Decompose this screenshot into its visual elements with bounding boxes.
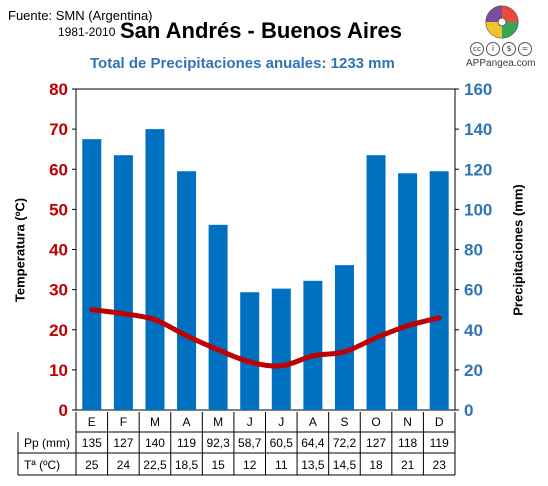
table-temp-value: 22,5 bbox=[143, 458, 167, 472]
x-tick-label: E bbox=[88, 415, 96, 429]
cc-license-icon: cc bbox=[470, 42, 484, 56]
table-temp-value: 24 bbox=[117, 458, 131, 472]
table-temp-value: 15 bbox=[211, 458, 225, 472]
noncommercial-icon: $ bbox=[502, 42, 516, 56]
y-left-tick-label: 70 bbox=[49, 120, 68, 139]
table-temp-value: 18 bbox=[369, 458, 383, 472]
license-badges: cc i $ = bbox=[470, 42, 532, 56]
y-left-tick-label: 0 bbox=[59, 401, 68, 420]
precipitation-bar bbox=[82, 139, 102, 410]
x-tick-label: M bbox=[213, 415, 223, 429]
y-right-tick-label: 0 bbox=[464, 401, 473, 420]
y-left-tick-label: 60 bbox=[49, 160, 68, 179]
table-temp-value: 23 bbox=[433, 458, 447, 472]
y-left-tick-label: 80 bbox=[49, 80, 68, 99]
site-name: APPangea.com bbox=[466, 58, 536, 69]
precipitation-bar bbox=[177, 171, 197, 410]
table-pp-value: 127 bbox=[366, 436, 386, 450]
x-tick-label: O bbox=[371, 415, 380, 429]
x-tick-label: J bbox=[278, 415, 284, 429]
y-left-tick-label: 10 bbox=[49, 361, 68, 380]
table-pp-value: 72,2 bbox=[333, 436, 357, 450]
precipitation-bar bbox=[208, 224, 228, 410]
table-pp-value: 119 bbox=[177, 436, 196, 450]
table-pp-value: 127 bbox=[113, 436, 133, 450]
table-temp-row-label: Tª (ºC) bbox=[24, 458, 60, 472]
precipitation-bar bbox=[366, 155, 386, 410]
table-temp-value: 13,5 bbox=[301, 458, 325, 472]
precipitation-bar bbox=[398, 173, 418, 410]
chart-title: San Andrés - Buenos Aires bbox=[120, 18, 402, 43]
noderivatives-icon: = bbox=[518, 42, 532, 56]
y-right-tick-label: 40 bbox=[464, 321, 483, 340]
y-left-tick-label: 20 bbox=[49, 321, 68, 340]
table-pp-value: 58,7 bbox=[238, 436, 262, 450]
temperature-line bbox=[89, 307, 442, 369]
x-tick-label: F bbox=[120, 415, 127, 429]
table-temp-value: 25 bbox=[85, 458, 99, 472]
puzzle-logo-icon bbox=[485, 5, 519, 39]
table-temp-value: 11 bbox=[275, 458, 288, 472]
table-pp-value: 92,3 bbox=[206, 436, 230, 450]
table-pp-value: 135 bbox=[82, 436, 102, 450]
y-right-tick-label: 120 bbox=[464, 160, 492, 179]
table-pp-value: 60,5 bbox=[270, 436, 294, 450]
table-pp-row-label: Pp (mm) bbox=[24, 436, 70, 450]
y-right-tick-label: 20 bbox=[464, 361, 483, 380]
precipitation-bar bbox=[271, 288, 291, 410]
source-label: Fuente: SMN (Argentina) bbox=[8, 8, 153, 23]
y-right-tick-label: 60 bbox=[464, 281, 483, 300]
precipitation-bar bbox=[240, 292, 260, 410]
table-pp-value: 64,4 bbox=[301, 436, 325, 450]
table-temp-value: 14,5 bbox=[333, 458, 357, 472]
y-left-tick-label: 50 bbox=[49, 200, 68, 219]
x-tick-label: D bbox=[435, 415, 444, 429]
period-label: 1981-2010 bbox=[58, 25, 116, 39]
y-right-tick-label: 140 bbox=[464, 120, 492, 139]
table-temp-value: 12 bbox=[243, 458, 257, 472]
y-right-tick-label: 100 bbox=[464, 200, 492, 219]
table-pp-value: 140 bbox=[145, 436, 165, 450]
y-left-tick-label: 40 bbox=[49, 241, 68, 260]
x-tick-label: S bbox=[340, 415, 348, 429]
table-temp-value: 18,5 bbox=[175, 458, 199, 472]
y-right-tick-label: 80 bbox=[464, 241, 483, 260]
x-tick-label: A bbox=[309, 415, 317, 429]
x-tick-label: M bbox=[150, 415, 160, 429]
x-tick-label: A bbox=[183, 415, 191, 429]
chart-subtitle: Total de Precipitaciones anuales: 1233 m… bbox=[90, 55, 395, 72]
precipitation-bar bbox=[429, 171, 449, 410]
table-pp-value: 118 bbox=[398, 436, 417, 450]
table-pp-value: 119 bbox=[430, 436, 449, 450]
y-right-tick-label: 160 bbox=[464, 80, 492, 99]
precipitation-bar bbox=[145, 129, 165, 410]
x-tick-label: N bbox=[403, 415, 412, 429]
precipitation-bar bbox=[113, 155, 133, 410]
table-temp-value: 21 bbox=[401, 458, 415, 472]
y-left-tick-label: 30 bbox=[49, 281, 68, 300]
precipitation-bar bbox=[334, 265, 354, 410]
attribution-icon: i bbox=[486, 42, 500, 56]
x-tick-label: J bbox=[247, 415, 253, 429]
precipitation-bar bbox=[303, 280, 323, 410]
